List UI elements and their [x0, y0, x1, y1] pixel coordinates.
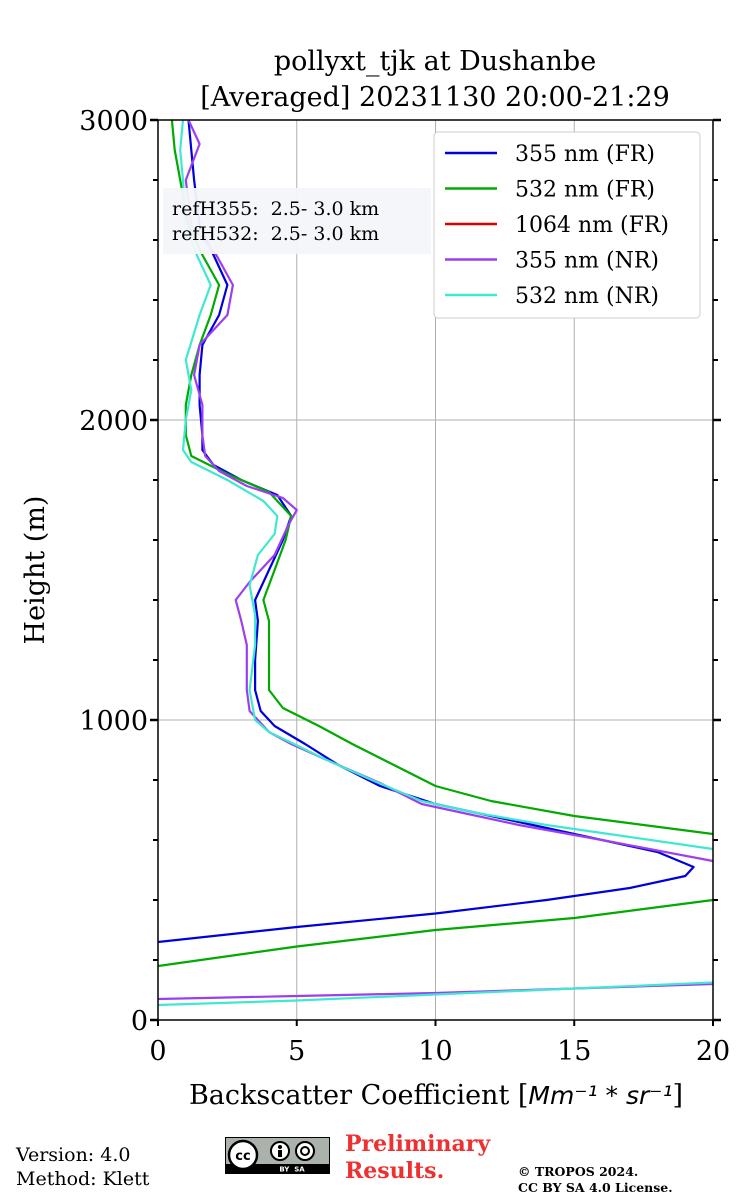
series-line-355-nm-fr — [158, 120, 695, 944]
y-tick-label: 1000 — [79, 706, 148, 737]
x-tick-label: 0 — [149, 1036, 166, 1067]
chart-title-line2: [Averaged] 20231130 20:00-21:29 — [200, 82, 670, 113]
annotation-box: refH355: 2.5- 3.0 km refH532: 2.5- 3.0 k… — [163, 188, 431, 254]
series-lines — [158, 120, 713, 1007]
version-label: Version: 4.0 — [16, 1144, 131, 1166]
y-axis-label: Height (m) — [20, 496, 51, 645]
preliminary-results-line2: Results. — [345, 1158, 445, 1184]
series-line-532-nm-fr — [158, 898, 713, 968]
cc-by-sa-badge: cc BY SA — [225, 1137, 330, 1174]
legend-frame — [433, 131, 701, 319]
x-tick-label: 5 — [288, 1036, 305, 1067]
x-tick-label: 20 — [696, 1036, 730, 1067]
preliminary-results-line1: Preliminary — [345, 1131, 491, 1157]
series-line-532-nm-nr — [158, 981, 713, 1007]
copyright-line1: © TROPOS 2024. — [518, 1164, 639, 1179]
legend-label-532-nm-nr: 532 nm (NR) — [515, 284, 659, 309]
x-tick-label: 15 — [557, 1036, 591, 1067]
legend-label-355-nm-nr: 355 nm (NR) — [515, 249, 659, 274]
method-label: Method: Klett — [16, 1168, 150, 1190]
x-axis-label-close: ] — [672, 1080, 683, 1111]
axis-ticks: 0 5 10 15 20 0 1000 2000 3000 — [79, 106, 730, 1067]
x-axis-label-unit: Mm⁻¹ * sr⁻¹ — [528, 1081, 672, 1110]
legend-label-1064-nm-fr: 1064 nm (FR) — [515, 213, 669, 238]
cc-icon — [227, 1139, 259, 1171]
copyright-line2: CC BY SA 4.0 License. — [518, 1180, 673, 1195]
y-tick-label: 0 — [131, 1006, 148, 1037]
x-tick-label: 10 — [418, 1036, 452, 1067]
legend: 355 nm (FR) 532 nm (FR) 1064 nm (FR) 355 nm… — [433, 131, 701, 319]
annotation-ref355: refH355: 2.5- 3.0 km — [172, 198, 379, 220]
series-line-532-nm-fr — [170, 120, 713, 836]
cc-badge-text: BY SA — [279, 1166, 305, 1174]
x-axis-label: Backscatter Coefficient [Mm⁻¹ * sr⁻¹] — [189, 1080, 683, 1111]
y-tick-label: 2000 — [79, 406, 148, 437]
series-line-532-nm-nr — [179, 120, 713, 851]
annotation-ref532: refH532: 2.5- 3.0 km — [172, 223, 379, 245]
legend-label-355-nm-fr: 355 nm (FR) — [515, 142, 655, 167]
legend-label-532-nm-fr: 532 nm (FR) — [515, 178, 655, 203]
sa-sharealike-icon — [295, 1141, 315, 1161]
svg-text:cc: cc — [235, 1149, 250, 1164]
chart-title-line1: pollyxt_tjk at Dushanbe — [274, 46, 596, 77]
annotation-background — [163, 188, 431, 254]
x-axis-label-text: Backscatter Coefficient [ — [189, 1080, 528, 1111]
y-tick-label: 3000 — [79, 106, 148, 137]
chart: 0 5 10 15 20 0 1000 2000 3000 pollyxt_tjk at Dus… — [20, 46, 730, 1111]
